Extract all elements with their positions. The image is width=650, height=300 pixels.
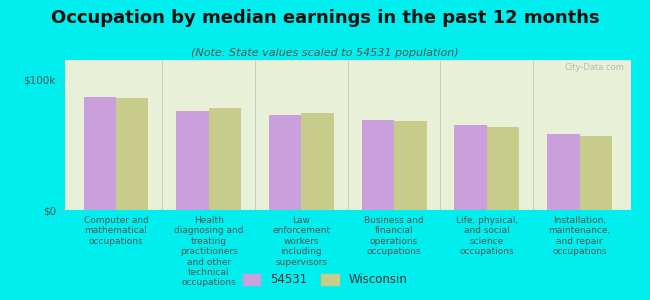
Bar (176, 111, 209, 210)
Bar (394, 121, 426, 210)
Bar (116, 98, 148, 210)
Text: Health
diagnosing and
treating
practitioners
and other
technical
occupations: Health diagnosing and treating practitio… (174, 216, 244, 287)
Bar (269, 115, 302, 210)
Text: Law
enforcement
workers
including
supervisors: Law enforcement workers including superv… (272, 216, 330, 267)
Text: Occupation by median earnings in the past 12 months: Occupation by median earnings in the pas… (51, 9, 599, 27)
Text: Installation,
maintenance,
and repair
occupations: Installation, maintenance, and repair oc… (549, 216, 610, 256)
Text: Life, physical,
and social
science
occupations: Life, physical, and social science occup… (456, 216, 518, 256)
Legend: 54531, Wisconsin: 54531, Wisconsin (238, 269, 412, 291)
Bar (361, 120, 394, 210)
Bar (487, 127, 519, 210)
Bar (454, 125, 487, 210)
Bar (547, 134, 580, 210)
Bar (84, 97, 116, 210)
Bar (580, 136, 612, 210)
Text: City-Data.com: City-Data.com (565, 63, 625, 72)
Bar (209, 108, 241, 210)
Bar (302, 113, 334, 210)
Text: (Note: State values scaled to 54531 population): (Note: State values scaled to 54531 popu… (191, 48, 459, 58)
Text: Computer and
mathematical
occupations: Computer and mathematical occupations (84, 216, 148, 246)
Text: Business and
financial
operations
occupations: Business and financial operations occupa… (364, 216, 424, 256)
